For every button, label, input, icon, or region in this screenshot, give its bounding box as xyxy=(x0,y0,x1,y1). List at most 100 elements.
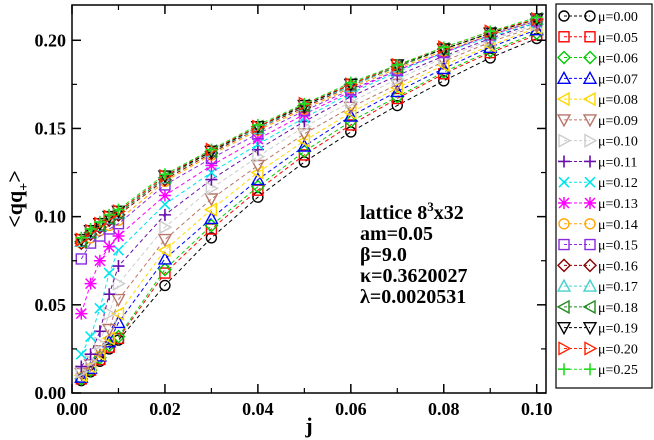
data-point xyxy=(343,108,359,122)
data-point xyxy=(94,336,108,351)
parameter-annotation: lattice 83x32am=0.05β=9.0κ=0.3620027λ=0.… xyxy=(360,199,468,308)
series-μ=0.25 xyxy=(75,11,543,244)
data-point xyxy=(85,330,97,343)
plot-frame xyxy=(71,4,547,394)
series-μ=0.05 xyxy=(75,29,543,385)
series-μ=0.12 xyxy=(75,17,543,360)
x-tick-label: 0.06 xyxy=(335,399,367,419)
data-point xyxy=(94,302,106,314)
data-point xyxy=(159,279,171,292)
series-μ=0.07 xyxy=(74,22,544,383)
series-μ=0.06 xyxy=(74,26,544,386)
legend-marker-left xyxy=(558,133,572,148)
data-point xyxy=(101,334,117,348)
legend-marker-left xyxy=(558,341,572,356)
legend-marker-right xyxy=(584,31,596,43)
data-point xyxy=(112,203,125,216)
legend-label: μ=0.14 xyxy=(598,218,638,233)
legend-entry: μ=0.25 xyxy=(558,363,638,378)
legend-box xyxy=(555,3,653,389)
data-point xyxy=(343,105,357,120)
data-point xyxy=(157,262,172,277)
data-point xyxy=(438,75,450,87)
legend-marker-left xyxy=(556,91,570,107)
legend-entry: μ=0.09 xyxy=(556,114,638,129)
x-tick-label: 0.10 xyxy=(521,399,553,419)
data-point xyxy=(84,222,97,235)
y-tick-label: 0.15 xyxy=(35,118,67,138)
data-point xyxy=(343,114,358,129)
data-point xyxy=(298,149,311,161)
annotation-line: λ=0.0020531 xyxy=(360,286,466,308)
data-point xyxy=(204,193,219,207)
data-point xyxy=(75,253,87,265)
legend-marker-right xyxy=(582,70,598,85)
legend: μ=0.00 μ=0.05 μ=0.06 μ=0.07 μ=0.08 μ=0.09 μ=0.… xyxy=(555,3,653,389)
legend-label: μ=0.19 xyxy=(598,322,638,337)
legend-marker-left xyxy=(556,70,572,85)
data-point xyxy=(205,232,218,244)
legend-marker-left xyxy=(558,218,570,230)
data-point xyxy=(112,260,125,273)
x-tick-label: 0.08 xyxy=(428,399,460,419)
data-point xyxy=(159,220,173,235)
data-point xyxy=(298,156,311,168)
data-point xyxy=(103,240,116,253)
legend-marker-left xyxy=(556,278,572,292)
data-point xyxy=(111,306,125,321)
data-point xyxy=(251,118,264,131)
series-line xyxy=(80,22,537,355)
legend-entry: μ=0.15 xyxy=(558,238,638,254)
legend-label: μ=0.17 xyxy=(598,280,638,295)
y-tick-label: 0.05 xyxy=(35,295,67,315)
legend-entry: μ=0.07 xyxy=(556,70,638,87)
legend-marker-left xyxy=(558,155,570,168)
data-point xyxy=(390,83,405,98)
legend-label: μ=0.16 xyxy=(598,259,638,274)
legend-entry: μ=0.11 xyxy=(558,155,637,170)
legend-marker-left xyxy=(556,114,572,128)
y-axis-label: <qq+> xyxy=(2,170,32,228)
legend-label: μ=0.25 xyxy=(598,363,638,378)
data-point xyxy=(205,143,218,156)
series-line xyxy=(80,18,537,240)
data-point xyxy=(297,144,312,159)
data-point xyxy=(75,348,87,360)
legend-entry: μ=0.17 xyxy=(556,278,638,295)
series-line xyxy=(80,25,537,374)
data-point xyxy=(391,99,403,112)
legend-entry: μ=0.10 xyxy=(558,133,638,150)
y-tick-label: 0.10 xyxy=(35,207,67,227)
legend-marker-left xyxy=(558,10,570,22)
data-point xyxy=(92,344,108,359)
y-tick-label: 0.20 xyxy=(35,30,67,50)
data-point xyxy=(203,202,218,217)
legend-label: μ=0.20 xyxy=(598,342,638,357)
data-point xyxy=(484,25,497,38)
data-point xyxy=(205,159,218,172)
annotation-line: β=9.0 xyxy=(360,244,407,266)
legend-marker-right xyxy=(584,238,596,251)
x-axis-label: j xyxy=(304,413,312,438)
legend-entry: μ=0.19 xyxy=(556,321,638,337)
data-point xyxy=(344,76,357,89)
legend-marker-right xyxy=(584,10,596,22)
legend-marker-left xyxy=(556,321,572,336)
legend-marker-right xyxy=(582,91,596,107)
data-point xyxy=(157,233,173,248)
data-point xyxy=(157,251,173,265)
legend-entry: μ=0.08 xyxy=(556,91,638,108)
legend-label: μ=0.10 xyxy=(598,135,638,150)
data-point xyxy=(251,143,264,156)
series-line xyxy=(80,16,537,239)
legend-label: μ=0.00 xyxy=(598,10,638,25)
annotation-line: am=0.05 xyxy=(360,223,433,245)
legend-label: μ=0.07 xyxy=(598,72,638,87)
legend-marker-left xyxy=(558,238,570,251)
legend-marker-right xyxy=(584,341,598,356)
series-line xyxy=(80,32,537,380)
data-point xyxy=(75,360,88,373)
data-point xyxy=(158,208,171,221)
y-tick-label: 0.00 xyxy=(35,383,67,403)
